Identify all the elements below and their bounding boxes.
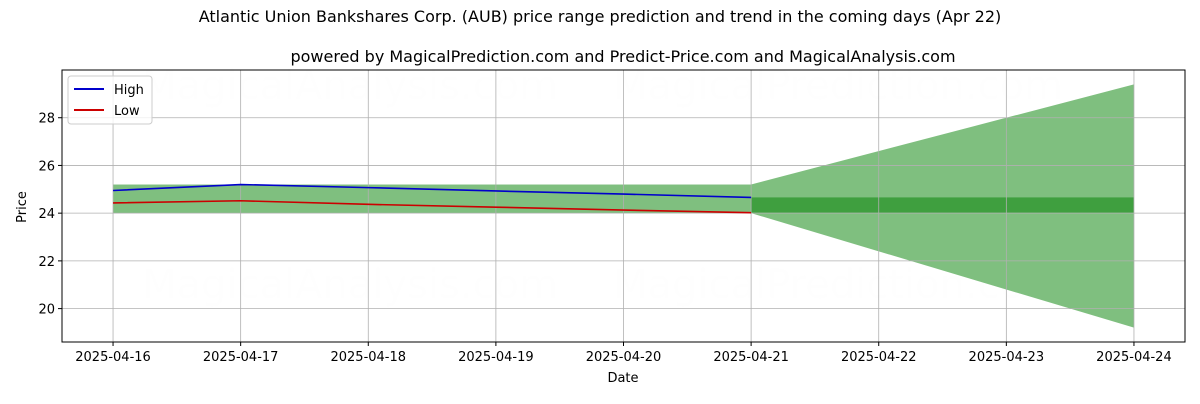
y-axis-label: Price (15, 191, 30, 223)
x-tick-label: 2025-04-22 (841, 350, 917, 365)
forecast-trend-band (751, 197, 1134, 213)
y-tick-label: 20 (38, 303, 55, 318)
x-tick-label: 2025-04-20 (586, 350, 662, 365)
y-tick-label: 26 (38, 159, 55, 174)
y-tick-label: 24 (38, 207, 55, 222)
series-line-low (113, 199, 752, 214)
x-tick-label: 2025-04-24 (1096, 350, 1172, 365)
x-tick-label: 2025-04-21 (713, 350, 789, 365)
chart-subtitle: powered by MagicalPrediction.com and Pre… (290, 47, 955, 66)
legend-label-low: Low (114, 104, 140, 119)
series-line-high (113, 183, 752, 199)
x-axis-label: Date (607, 371, 638, 386)
legend: High Low (67, 75, 153, 125)
legend-label-high: High (114, 83, 144, 98)
x-tick-label: 2025-04-19 (458, 350, 534, 365)
y-tick-label: 28 (38, 112, 55, 127)
x-tick-label: 2025-04-17 (203, 350, 279, 365)
x-tick-label: 2025-04-18 (330, 350, 406, 365)
x-tick-label: 2025-04-23 (969, 350, 1045, 365)
x-tick-label: 2025-04-16 (75, 350, 151, 365)
y-tick-label: 22 (38, 255, 55, 270)
chart-title: Atlantic Union Bankshares Corp. (AUB) pr… (199, 7, 1002, 26)
